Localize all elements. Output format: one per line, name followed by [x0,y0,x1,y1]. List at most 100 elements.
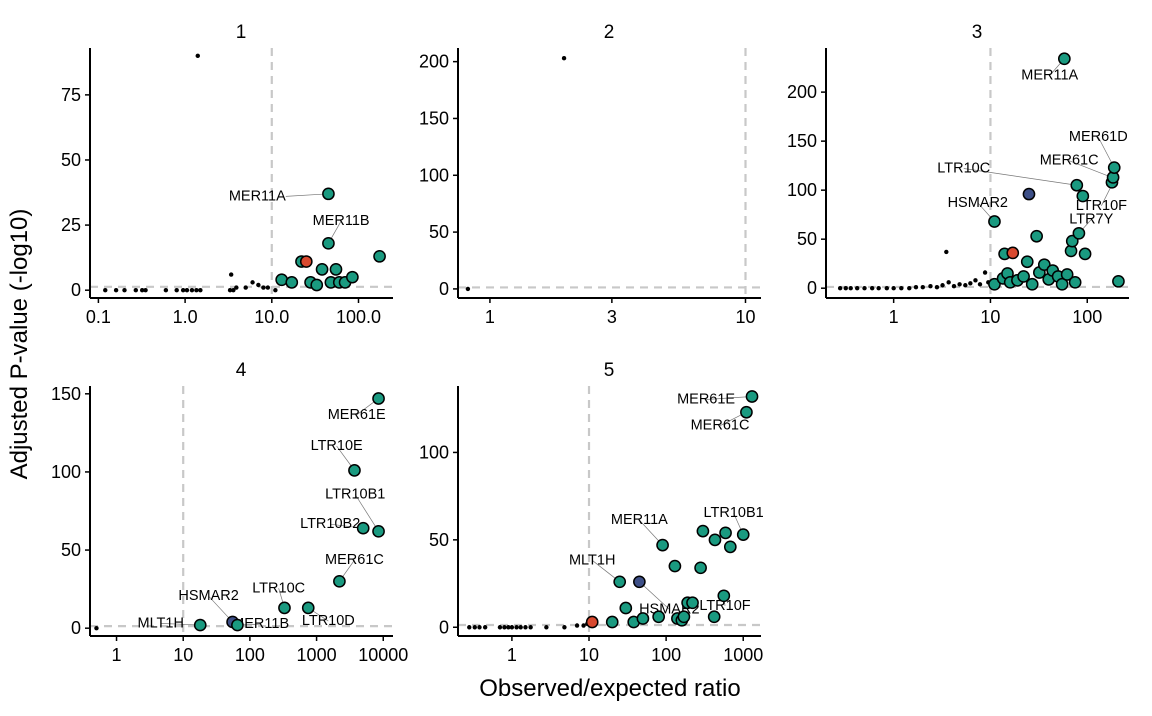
background-point [963,283,968,288]
y-tick-label: 150 [787,131,817,151]
background-point [189,287,195,293]
point-mer61e [372,392,385,405]
data-point [310,278,324,292]
point-label: LTR10B1 [704,505,764,521]
background-point [227,287,233,293]
panel-4: 4 1 10 100 1000 10000 0 50 100 150 MER61E LTR10E LTR… [51,360,408,665]
data-point [619,601,633,615]
background-point [843,285,848,291]
x-tick-label: 10 [579,645,599,665]
label-leader-line [706,396,753,400]
point-label: MER11B [232,616,289,632]
panel-title: 4 [236,360,247,381]
y-tick-label: 50 [61,540,81,560]
point-ltr10b2 [356,521,370,535]
y-tick-label: 100 [51,462,81,482]
point-label: LTR10F [699,598,750,614]
data-point [707,610,721,624]
data-point [708,533,722,547]
background-point [876,285,881,291]
point-mer61d [1107,161,1121,174]
data-point [652,610,665,624]
background-point [946,280,951,285]
data-point [1020,255,1034,269]
x-tick-label: 10000 [358,645,408,665]
data-point [719,526,732,540]
y-tick-label: 150 [419,108,449,128]
panel-1: 1 0.1 1.0 10.0 100.0 0 25 50 75 MER11A MER11B [61,22,393,327]
y-tick-label: 200 [419,52,449,72]
label-leader-line [639,581,670,610]
x-tick-label: 1 [889,307,899,327]
background-point [113,287,119,293]
point-label: MER61E [328,407,386,423]
point-label: MLT1H [137,615,183,631]
point-hsmar2 [633,575,646,589]
background-point [934,285,940,290]
y-tick-label: 50 [429,222,449,242]
panel-title: 3 [972,22,983,43]
x-tick-label: 1 [112,645,122,665]
point-mer11b [231,618,244,632]
label-leader-line [285,193,329,197]
background-point [472,625,477,630]
background-point [899,285,904,291]
y-tick-label: 0 [439,279,449,299]
point-label: LTR7Y [1069,211,1113,227]
background-point [180,287,186,293]
x-tick-label: 1 [485,307,495,327]
label-leader-line [963,168,1077,186]
point-label: MER11A [229,188,286,204]
point-label: LTR10C [937,161,990,177]
point-label: MER11B [313,213,370,229]
point-mlt1h [193,618,207,632]
y-tick-label: 100 [419,165,449,185]
background-point [973,278,978,283]
point-mer11a [1057,52,1071,66]
background-point [518,625,523,630]
background-point [920,285,925,290]
background-point [581,623,586,628]
point-ltr10d [301,601,315,615]
panel-3: 3 1 10 100 0 50 100 150 200 MER11A MER61D MER61C LTR… [787,22,1129,327]
y-tick-label: 200 [787,82,817,102]
point-label: HSMAR2 [948,195,1008,211]
y-tick-label: 100 [419,442,449,462]
panel-title: 1 [236,22,247,43]
x-tick-label: 1.0 [173,307,198,327]
background-point [957,282,962,287]
background-point [467,625,472,630]
point-label: LTR10F [1076,198,1127,214]
point-label: MER61C [1040,153,1099,169]
background-point [862,285,867,291]
background-point [122,287,127,293]
x-tick-label: 10 [173,645,193,665]
panel-title: 5 [604,360,615,381]
background-point [514,625,519,630]
point-label: HSMAR2 [178,588,238,604]
point-label: LTR10B2 [300,516,360,532]
y-tick-label: 0 [807,278,817,298]
background-point [891,285,896,291]
x-tick-label: 100 [1072,307,1102,327]
background-point [231,287,236,293]
background-point [256,282,261,288]
point-ltr10b1 [372,524,385,538]
y-axis-title: Adjusted P-value (-log10) [6,209,33,480]
data-point [694,561,707,575]
data-point [736,528,750,541]
point-ltr10e [348,464,361,477]
data-point [668,559,682,573]
x-tick-label: 10 [980,307,1000,327]
x-axis-title: Observed/expected ratio [479,675,740,702]
background-point [528,625,533,630]
background-point [139,287,145,293]
point-label: LTR10E [311,438,363,454]
y-tick-label: 150 [51,384,81,404]
y-tick-label: 50 [797,229,817,249]
point-ltr10c [278,601,291,615]
point-label: MER11A [611,512,668,528]
point-label: LTR10C [252,580,305,596]
data-point [1055,277,1069,291]
